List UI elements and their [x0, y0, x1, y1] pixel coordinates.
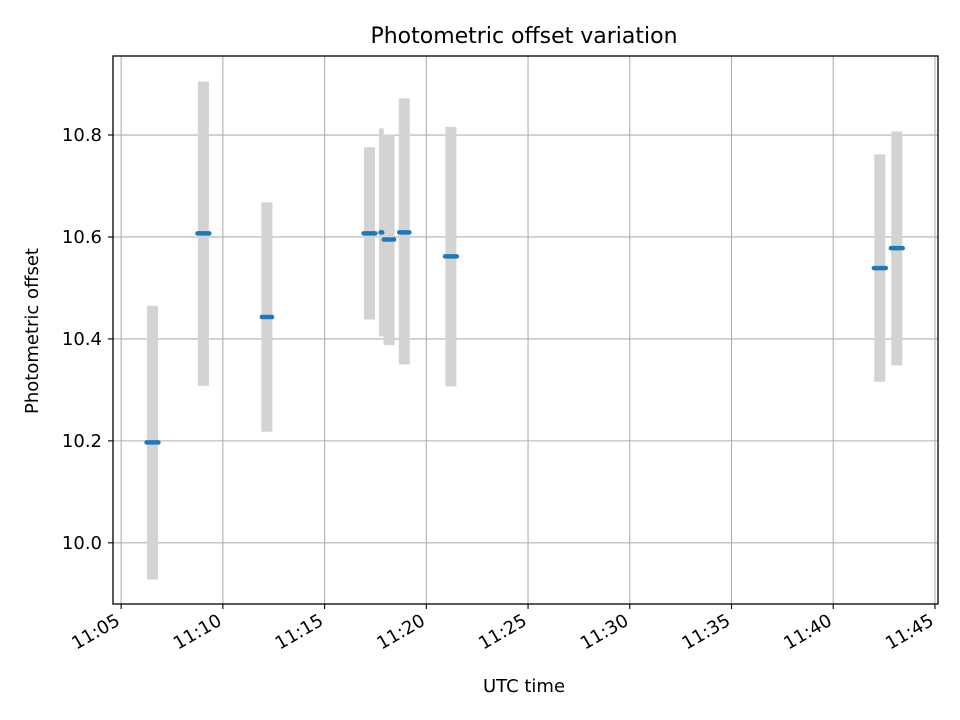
y-tick-label: 10.4: [62, 329, 102, 350]
chart-title: Photometric offset variation: [370, 24, 677, 49]
axes-frame: [112, 55, 939, 605]
data-points: [144, 230, 905, 445]
grid: [113, 56, 938, 604]
y-tick-label: 10.8: [62, 125, 102, 146]
y-tick-label: 10.6: [62, 227, 102, 248]
y-tick-label: 10.0: [62, 533, 102, 554]
y-axis-label: Photometric offset: [22, 248, 43, 414]
x-axis-label: UTC time: [483, 676, 565, 697]
y-tick-label: 10.2: [62, 431, 102, 452]
y-ticks: 10.0 10.2 10.4 10.6 10.8: [62, 125, 113, 554]
